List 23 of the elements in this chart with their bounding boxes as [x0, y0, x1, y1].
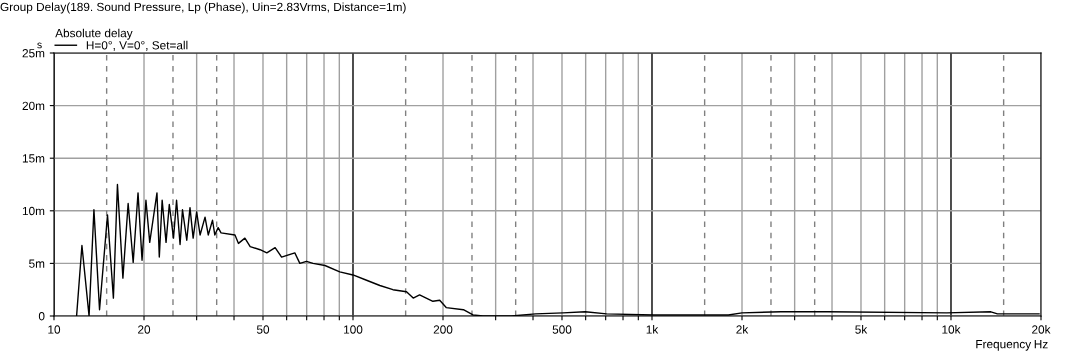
x-tick-label: 20k	[1032, 325, 1051, 334]
legend-title: Absolute delay	[55, 28, 133, 40]
x-tick-label: 500	[552, 325, 572, 334]
x-tick-label: 20	[138, 325, 151, 334]
y-tick-label: 5m	[29, 259, 45, 268]
y-axis-title: s	[37, 42, 42, 49]
x-tick-label: 10k	[942, 325, 961, 334]
x-tick-label: 200	[433, 325, 453, 334]
text: Hz	[1034, 340, 1048, 349]
y-tick-label: 0	[38, 312, 45, 321]
text: H=0°, V=0°, Set=all	[86, 40, 188, 51]
y-tick-label: 15m	[22, 154, 45, 163]
x-axis-title: Frequency	[976, 340, 1032, 351]
x-tick-label: 10	[48, 325, 61, 334]
chart-title: Group Delay(189. Sound Pressure, Lp (Phase), Uin=2.83Vrms, Distance=1m)	[0, 2, 406, 14]
x-tick-label: 50	[256, 325, 270, 334]
y-tick-label: 25m	[22, 49, 45, 58]
x-tick-label: 2k	[736, 325, 749, 334]
x-tick-label: 5k	[855, 325, 868, 334]
y-tick-label: 10m	[22, 206, 45, 216]
y-tick-label: 20m	[22, 101, 45, 110]
x-tick-label: 1k	[646, 325, 659, 334]
x-tick-label: 100	[344, 325, 363, 334]
